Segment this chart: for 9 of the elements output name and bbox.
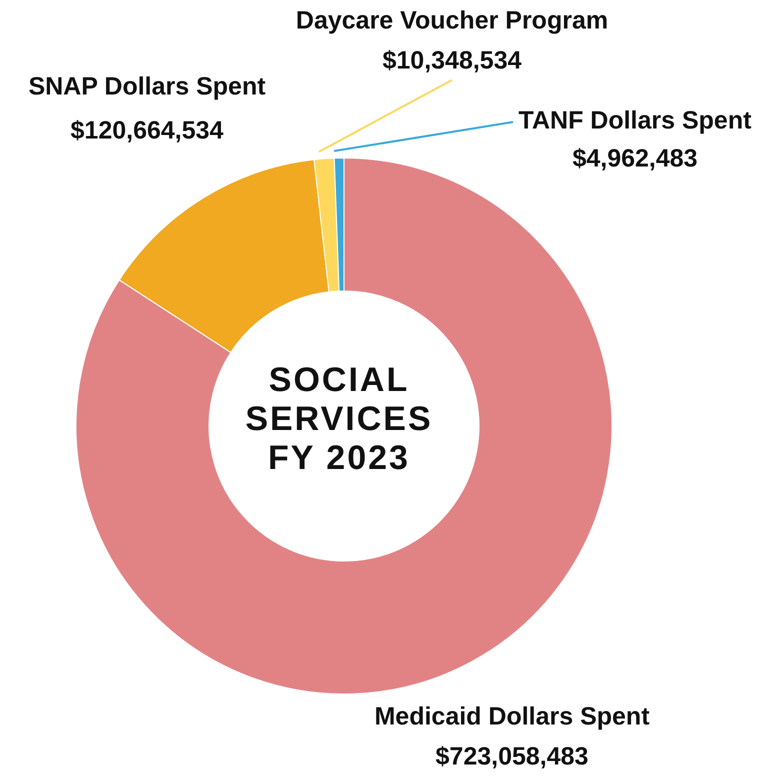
data-label: $4,962,483	[572, 144, 698, 173]
data-label: $10,348,534	[382, 46, 522, 75]
text: SOCIAL SERVICES FY 2023	[245, 360, 433, 477]
slice-label: SNAP Dollars Spent	[28, 72, 266, 101]
slice-label: Daycare Voucher Program	[296, 6, 608, 35]
slice-label: Medicaid Dollars Spent	[374, 702, 650, 731]
slice-label: TANF Dollars Spent	[518, 106, 752, 135]
data-label: $120,664,534	[70, 116, 224, 145]
data-label: $723,058,483	[436, 742, 588, 771]
